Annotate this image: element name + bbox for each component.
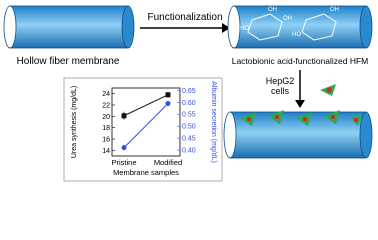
cells-label: HepG2 cells: [266, 76, 295, 96]
sugar-group: OH: [330, 7, 339, 13]
sugar-group: HO: [292, 32, 301, 38]
plot-area: [111, 87, 181, 157]
point: [165, 92, 171, 98]
y2-tick-label: 0.50: [182, 124, 196, 131]
y-tick-label: 16: [102, 137, 110, 144]
point: [121, 145, 127, 151]
hollow-fiber-tube: [3, 5, 135, 49]
series-line: [123, 103, 169, 149]
y-tick-label: 14: [102, 148, 110, 155]
y-tick-label: 18: [102, 125, 110, 132]
y2-tick-label: 0.60: [182, 100, 196, 107]
y-tick-label: 24: [102, 91, 110, 98]
step-label: Functionalization: [147, 12, 222, 23]
y2-tick-label: 0.55: [182, 112, 196, 119]
functionalized-label: Lactobionic acid-functionalized HFM: [232, 56, 369, 66]
y-tick-label: 20: [102, 114, 110, 121]
y-axis-title: Urea synthesis (mg/dL): [71, 86, 78, 158]
sugar-group: HO: [240, 26, 249, 32]
x-tick-label: Modified: [154, 158, 182, 167]
chart-frame: [63, 77, 223, 182]
y2-axis-title: Albumin secretion (mg/dL): [210, 81, 217, 163]
x-tick-label: Pristine: [111, 158, 136, 167]
y-tick-label: 22: [102, 103, 110, 110]
hollow-label: Hollow fiber membrane: [17, 56, 120, 67]
functionalized-tube: [227, 5, 373, 49]
graphical-abstract: Hollow fiber membrane Functionalization …: [3, 5, 373, 182]
arrow-head: [295, 100, 305, 108]
arrow-head: [222, 23, 230, 33]
sugar-group: OH: [283, 16, 292, 22]
x-axis-title: Membrane samples: [113, 168, 179, 177]
point: [121, 113, 127, 119]
point: [165, 101, 171, 107]
series-line: [123, 94, 169, 117]
sugar-labels: OH OH HO HO OH: [240, 7, 339, 38]
seeded-tube: [223, 110, 373, 159]
chart: 14 16 18 20 22 24 0.40 0.45 0.50 0.55 0.60 0.65 Pris…: [71, 81, 217, 177]
sugar-group: OH: [268, 7, 277, 13]
y2-tick-label: 0.65: [182, 88, 196, 95]
y2-tick-label: 0.45: [182, 136, 196, 143]
y2-tick-label: 0.40: [182, 148, 196, 155]
cell-nucleus: [326, 87, 332, 93]
